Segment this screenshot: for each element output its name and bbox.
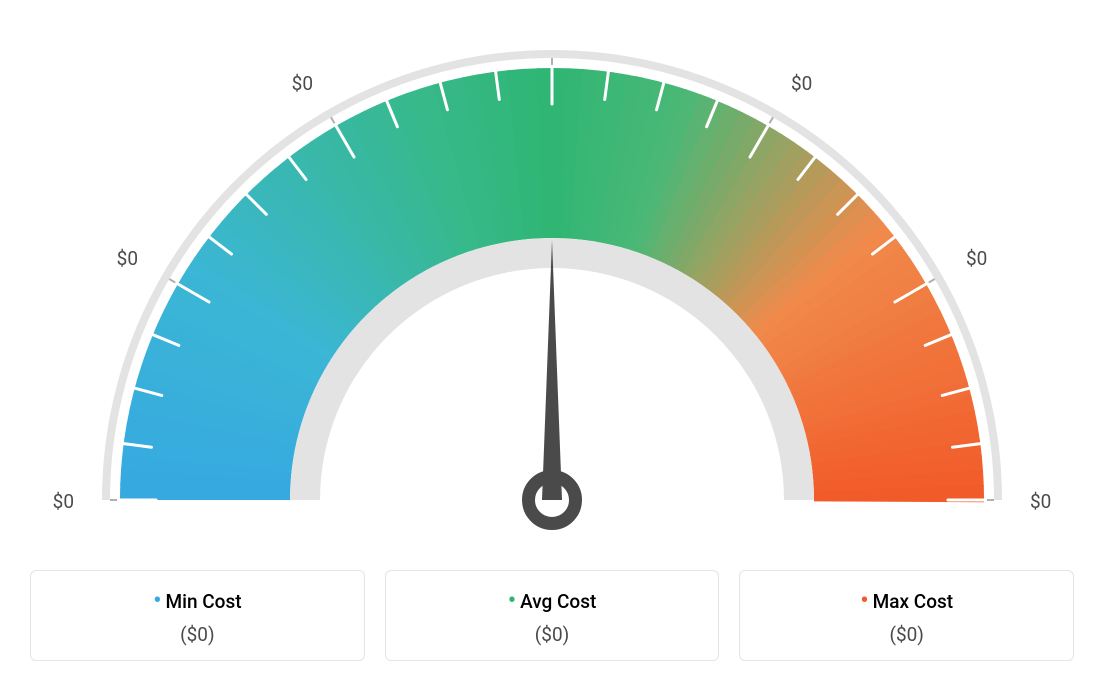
- svg-text:$0: $0: [53, 490, 74, 513]
- legend-value-avg: ($0): [396, 623, 709, 646]
- gauge-svg: $0 $0 $0 $0 $0 $0 $0: [30, 20, 1074, 560]
- legend-value-min: ($0): [41, 623, 354, 646]
- legend-label-max: Max Cost: [873, 590, 953, 613]
- cost-gauge-widget: $0 $0 $0 $0 $0 $0 $0 • Min Cost ($0) • Avg Cos…: [0, 0, 1104, 690]
- gauge-chart: $0 $0 $0 $0 $0 $0 $0: [30, 20, 1074, 560]
- legend-card-max: • Max Cost ($0): [739, 570, 1074, 661]
- legend-row: • Min Cost ($0) • Avg Cost ($0) • Max Co…: [30, 570, 1074, 661]
- legend-dot-avg: •: [508, 588, 516, 612]
- svg-text:$0: $0: [966, 247, 987, 270]
- svg-text:$0: $0: [117, 247, 138, 270]
- legend-label-avg: Avg Cost: [520, 590, 596, 613]
- svg-text:$0: $0: [541, 20, 562, 23]
- legend-card-avg: • Avg Cost ($0): [385, 570, 720, 661]
- svg-text:$0: $0: [1030, 490, 1051, 513]
- legend-label-min: Min Cost: [166, 590, 242, 613]
- legend-dot-min: •: [153, 588, 161, 612]
- legend-card-min: • Min Cost ($0): [30, 570, 365, 661]
- legend-dot-max: •: [860, 588, 868, 612]
- legend-value-max: ($0): [750, 623, 1063, 646]
- svg-text:$0: $0: [292, 72, 313, 95]
- svg-text:$0: $0: [791, 72, 812, 95]
